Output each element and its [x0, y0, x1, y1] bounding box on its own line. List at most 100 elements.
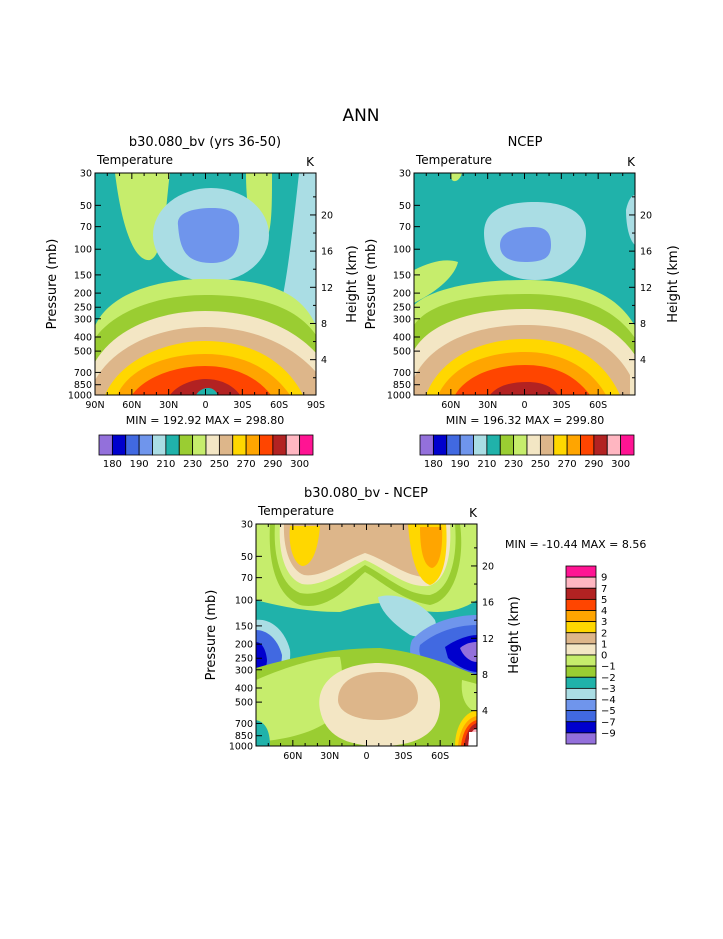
panel-ncep-xtick-label: 60N — [441, 400, 460, 411]
panel-model-colorbar-box — [165, 434, 180, 456]
panel-model-colorbar-label: 300 — [290, 459, 309, 470]
panel-difference-legend-box — [565, 732, 597, 745]
panel-model-colorbar-box — [205, 434, 220, 456]
panel-model-ytick-label: 300 — [74, 314, 92, 325]
panel-difference-ytick-label: 250 — [235, 654, 253, 665]
panel-difference-ytick-label: 500 — [235, 698, 253, 709]
panel-difference-legend-label: −7 — [601, 717, 616, 728]
panel-difference-legend-box — [565, 721, 597, 734]
panel-model-units: K — [306, 155, 315, 169]
page-title: ANN — [342, 106, 379, 126]
panel-ncep-variable: Temperature — [415, 153, 492, 167]
panel-ncep-xtick-label: 30S — [552, 400, 570, 411]
panel-difference-legend-box — [565, 710, 597, 723]
panel-ncep-contours — [414, 173, 635, 395]
panel-ncep-units: K — [627, 155, 636, 169]
panel-ncep-colorbar-box — [419, 434, 434, 456]
panel-ncep-colorbar-box — [486, 434, 501, 456]
panel-difference-ytick-label: 30 — [241, 520, 253, 531]
panel-ncep-colorbar-label: 290 — [584, 459, 603, 470]
panel-model-xtick-label: 60N — [122, 400, 141, 411]
panel-difference-legend-label: 9 — [601, 573, 607, 584]
panel-model-ytick-label: 400 — [74, 332, 92, 343]
panel-model-y2tick-label: 16 — [321, 247, 333, 258]
panel-model-xtick-label: 30N — [159, 400, 178, 411]
panel-difference-legend-box — [565, 598, 597, 611]
panel-model-minmax: MIN = 192.92 MAX = 298.80 — [126, 414, 284, 427]
panel-ncep-title: NCEP — [508, 135, 543, 150]
panel-model-xtick-label: 30S — [233, 400, 251, 411]
panel-difference-minmax: MIN = -10.44 MAX = 8.56 — [505, 538, 646, 551]
panel-ncep-ytick-label: 70 — [399, 222, 411, 233]
panel-ncep-colorbar-box — [620, 434, 635, 456]
panel-model-ylabel-right: Height (km) — [345, 245, 360, 322]
panel-model-colorbar-label: 250 — [210, 459, 229, 470]
panel-ncep-colorbar-box — [459, 434, 474, 456]
panel-difference-xtick-label: 30S — [394, 751, 412, 762]
panel-ncep-y2tick-label: 16 — [640, 247, 652, 258]
panel-ncep-xtick-label: 0 — [521, 400, 527, 411]
panel-ncep-xtick-label: 60S — [589, 400, 607, 411]
panel-ncep-colorbar-label: 230 — [504, 459, 523, 470]
panel-model-colorbar-label: 230 — [183, 459, 202, 470]
panel-ncep-ytick-label: 200 — [393, 289, 411, 300]
panel-model-colorbar-box — [138, 434, 153, 456]
panel-difference-legend-label: −4 — [601, 695, 616, 706]
panel-model-xtick-label: 90N — [85, 400, 104, 411]
panel-difference-legend-box — [565, 699, 597, 712]
panel-ncep-ytick-label: 400 — [393, 332, 411, 343]
panel-difference-ytick-label: 700 — [235, 719, 253, 730]
panel-difference-legend-label: 7 — [601, 584, 607, 595]
panel-difference-legend-label: 4 — [601, 606, 607, 617]
panel-ncep-colorbar-label: 210 — [477, 459, 496, 470]
panel-model-colorbar-box — [111, 434, 127, 456]
panel-model-colorbar-box — [178, 434, 194, 456]
panel-model-colorbar-label: 290 — [263, 459, 282, 470]
panel-difference-ytick-label: 850 — [235, 731, 253, 742]
panel-model-ytick-label: 100 — [74, 245, 92, 256]
panel-ncep-minmax: MIN = 196.32 MAX = 299.80 — [446, 414, 604, 427]
panel-model-colorbar-box — [272, 434, 287, 456]
panel-model-colorbar-label: 180 — [103, 459, 122, 470]
panel-model-colorbar-box — [152, 434, 167, 456]
panel-model-xtick-label: 90S — [307, 400, 325, 411]
panel-model-colorbar-box — [218, 434, 234, 456]
panel-ncep-colorbar-box — [593, 434, 608, 456]
panel-difference-legend-label: 3 — [601, 617, 607, 628]
panel-model-ylabel: Pressure (mb) — [45, 239, 60, 330]
panel-difference-units: K — [469, 506, 478, 520]
panel-difference-legend-box — [565, 610, 597, 623]
panel-model-ytick-label: 850 — [74, 380, 92, 391]
panel-ncep-colorbar-label: 250 — [531, 459, 550, 470]
panel-model-ytick-label: 200 — [74, 289, 92, 300]
panel-ncep-ytick-label: 250 — [393, 303, 411, 314]
panel-ncep-ytick-label: 150 — [393, 270, 411, 281]
panel-model-ytick-label: 1000 — [68, 391, 92, 402]
panel-model-title: b30.080_bv (yrs 36-50) — [129, 135, 281, 150]
panel-ncep-ytick-label: 300 — [393, 314, 411, 325]
panel-difference-contours — [256, 524, 477, 746]
panel-ncep-y2tick-label: 4 — [640, 355, 646, 366]
panel-ncep-colorbar-label: 190 — [451, 459, 470, 470]
panel-model-variable: Temperature — [96, 153, 173, 167]
panel-difference-ylabel: Pressure (mb) — [204, 590, 219, 681]
panel-ncep-ytick-label: 500 — [393, 347, 411, 358]
panel-difference-variable: Temperature — [257, 504, 334, 518]
panel-difference-legend-box — [565, 576, 597, 589]
panel-difference-y2tick-label: 12 — [482, 634, 494, 645]
panel-ncep-colorbar-box — [606, 434, 622, 456]
panel-ncep-colorbar-box — [499, 434, 515, 456]
panel-difference-legend-box — [565, 565, 597, 578]
panel-model-ytick-label: 500 — [74, 347, 92, 358]
panel-model-y2tick-label: 20 — [321, 210, 333, 221]
panel-difference-title: b30.080_bv - NCEP — [304, 486, 428, 501]
panel-model-colorbar-box — [98, 434, 113, 456]
panel-difference-legend-label: 1 — [601, 639, 607, 650]
panel-ncep-colorbar-box — [566, 434, 581, 456]
panel-difference-legend-box — [565, 654, 597, 667]
panel-ncep-ytick-label: 50 — [399, 201, 411, 212]
panel-ncep-ylabel: Pressure (mb) — [364, 239, 379, 330]
panel-ncep-colorbar-box — [526, 434, 541, 456]
panel-difference-legend-box — [565, 587, 597, 600]
